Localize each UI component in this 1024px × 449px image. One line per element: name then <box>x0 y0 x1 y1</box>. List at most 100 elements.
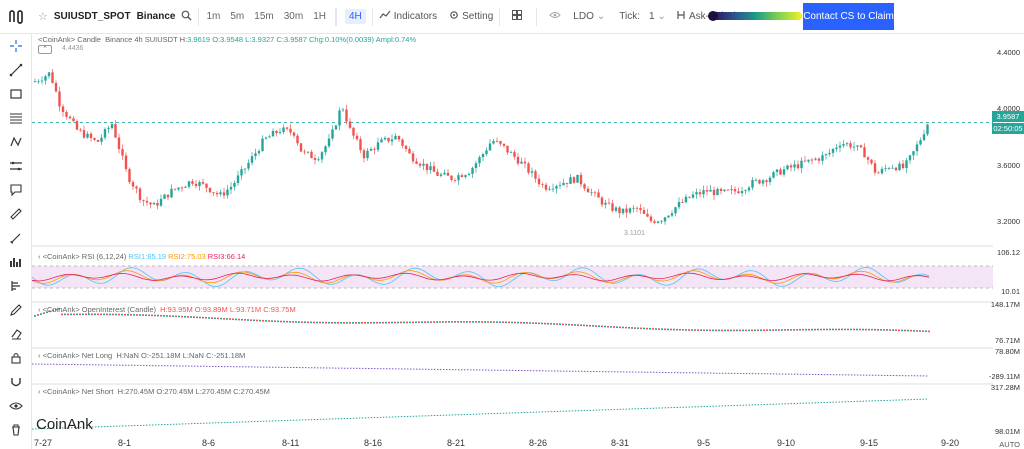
oi-candle <box>505 321 507 324</box>
oi-candle <box>742 329 744 332</box>
oi-candle <box>271 320 273 322</box>
oi-candle <box>724 329 726 332</box>
symbol-name[interactable]: SUIUSDT_SPOT <box>53 11 131 22</box>
candle-body <box>744 190 747 192</box>
candle-body <box>558 185 562 186</box>
candle-body <box>621 208 625 214</box>
heatmap-gradient-slider[interactable] <box>710 12 802 20</box>
candle-body <box>79 129 82 131</box>
eye-icon[interactable] <box>0 394 32 418</box>
oi-candle <box>916 330 918 332</box>
oi-candle <box>475 321 477 323</box>
pattern-icon[interactable] <box>0 130 32 154</box>
collapse-legend-button[interactable]: ⌃ <box>38 45 52 54</box>
candle-body <box>618 207 621 214</box>
oi-candle <box>85 313 87 316</box>
ruler-icon[interactable] <box>0 202 32 226</box>
candle-body <box>54 82 58 92</box>
app-logo-icon[interactable] <box>4 4 30 30</box>
tf-15m[interactable]: 15m <box>254 11 274 22</box>
fib-icon[interactable] <box>0 106 32 130</box>
lock-icon[interactable] <box>0 346 32 370</box>
tf-1m[interactable]: 1m <box>206 11 221 22</box>
candle-body <box>149 202 152 205</box>
candle-body <box>93 138 96 140</box>
exchange-name[interactable]: Binance <box>136 11 176 22</box>
oi-candle <box>556 323 558 325</box>
oi-candle <box>928 330 930 333</box>
contact-cs-button[interactable]: Contact CS to Claim <box>803 3 894 30</box>
volume-profile-icon[interactable] <box>0 274 32 298</box>
layout-grid-button[interactable] <box>512 10 523 23</box>
candle-body <box>537 178 541 185</box>
chart-canvas[interactable] <box>32 34 993 449</box>
candle-body <box>82 130 86 138</box>
candle-body <box>754 179 758 181</box>
search-icon[interactable] <box>181 10 192 24</box>
trash-icon[interactable] <box>0 418 32 442</box>
indicator-bars-icon[interactable] <box>0 250 32 274</box>
candle-body <box>660 221 663 223</box>
oi-candle <box>397 321 399 324</box>
oi-candle <box>241 318 243 321</box>
rectangle-icon[interactable] <box>0 82 32 106</box>
candle-body <box>796 164 800 169</box>
oi-candle <box>121 313 123 316</box>
candle-body <box>177 187 180 190</box>
candle-body <box>877 172 880 174</box>
horizontal-lines-icon[interactable] <box>0 154 32 178</box>
rsi-collapse-icon[interactable]: ‹ <box>38 252 41 261</box>
candle-body <box>68 116 72 119</box>
auto-scale-toggle[interactable]: AUTO <box>999 440 1020 449</box>
oi-candle <box>148 314 150 317</box>
tf-5m[interactable]: 5m <box>230 11 245 22</box>
candle-body <box>75 121 79 130</box>
comment-icon[interactable] <box>0 178 32 202</box>
brush-icon[interactable] <box>0 226 32 250</box>
ldo-select[interactable]: LDO ⌄ <box>573 11 605 22</box>
gradient-slider-handle[interactable] <box>708 11 718 21</box>
oi-candle <box>457 321 459 323</box>
oi-candle <box>733 329 735 332</box>
tf-30m[interactable]: 30m <box>283 11 304 22</box>
magnet-icon[interactable] <box>0 370 32 394</box>
eraser-icon[interactable] <box>0 322 32 346</box>
oi-candle <box>598 325 600 328</box>
oi-candle <box>604 325 606 328</box>
oi-candle <box>151 314 153 317</box>
indicators-button[interactable]: Indicators <box>379 10 437 23</box>
oi-candle <box>304 321 306 324</box>
netshort-collapse-icon[interactable]: ‹ <box>38 387 41 396</box>
tf-1h[interactable]: 1H <box>313 11 326 22</box>
oi-candle <box>730 329 732 332</box>
crosshair-icon[interactable] <box>0 34 32 58</box>
trendline-icon[interactable] <box>0 58 32 82</box>
candle-body <box>649 216 653 222</box>
tf-4h[interactable]: 4H <box>344 9 366 24</box>
candle-body <box>541 184 544 186</box>
oi-candle <box>445 321 447 323</box>
candle-body <box>688 196 691 198</box>
oi-candle <box>877 328 879 331</box>
candle-body <box>152 202 156 205</box>
oi-candle <box>133 314 135 316</box>
oi-candle <box>892 329 894 331</box>
candle-body <box>782 169 786 175</box>
oi-candle <box>43 312 45 314</box>
price-axis[interactable]: 4.4000 4.0000 3.6000 3.2000 106.12 10.01… <box>989 34 1024 449</box>
tick-select[interactable]: Tick: 1 ⌄ <box>619 11 666 22</box>
indicators-label: Indicators <box>393 11 438 22</box>
indicators-icon <box>379 10 391 23</box>
candle-body <box>383 137 387 140</box>
oi-candle <box>511 321 513 324</box>
oi-candle <box>274 320 276 323</box>
favorite-star-icon[interactable]: ☆ <box>38 11 48 23</box>
pencil-icon[interactable] <box>0 298 32 322</box>
candle-body <box>499 141 502 144</box>
candle-body <box>261 138 264 151</box>
visibility-toggle[interactable] <box>549 11 561 22</box>
oi-collapse-icon[interactable]: ‹ <box>38 305 41 314</box>
setting-button[interactable]: Setting <box>449 10 493 23</box>
netlong-collapse-icon[interactable]: ‹ <box>38 351 41 360</box>
oi-candle <box>262 319 264 322</box>
